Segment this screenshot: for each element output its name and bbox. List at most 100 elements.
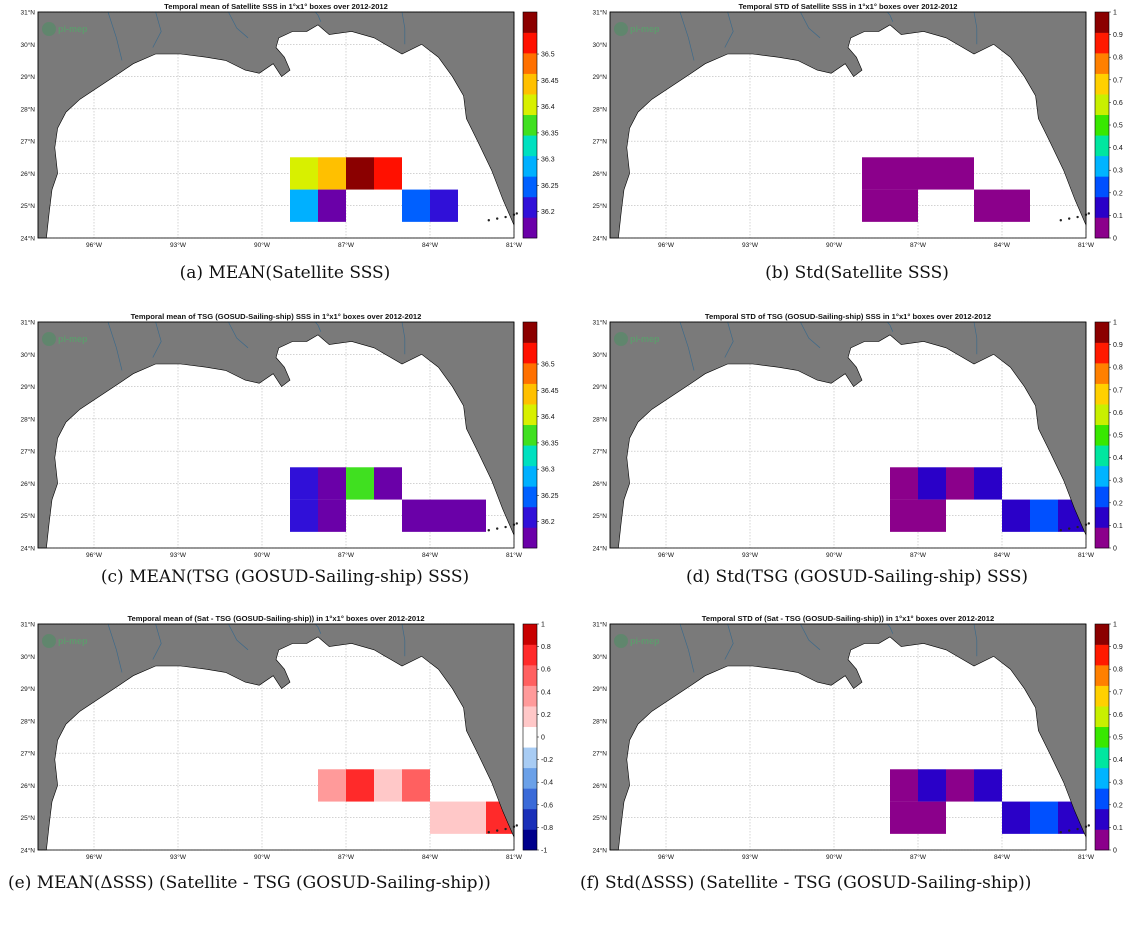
x-tick-label: 84°W bbox=[422, 853, 439, 861]
y-tick-label: 30°N bbox=[20, 41, 35, 49]
logo-globe-icon bbox=[614, 332, 628, 346]
colorbar-tick-label: 0.1 bbox=[1113, 825, 1123, 832]
data-cell bbox=[918, 769, 946, 802]
y-tick-label: 29°N bbox=[20, 73, 35, 81]
y-tick-label: 28°N bbox=[592, 415, 607, 423]
pimep-logo: pi-mep bbox=[42, 332, 88, 346]
pimep-logo: pi-mep bbox=[614, 22, 660, 36]
colorbar-tick-label: 36.35 bbox=[541, 130, 559, 137]
x-tick-label: 81°W bbox=[506, 853, 523, 861]
colorbar: 1 0.9 0.8 0.7 0.6 0.5 0.4 0.3 0.2 0.1 0 bbox=[1094, 320, 1123, 553]
colorbar: 36.5 36.45 36.4 36.35 36.3 36.25 36.2 bbox=[522, 321, 559, 549]
colorbar-segment bbox=[1095, 155, 1109, 177]
caption-d: (d) Std(TSG (GOSUD-Sailing-ship) SSS) bbox=[686, 567, 1028, 587]
colorbar-tick-label: 0.7 bbox=[1113, 387, 1123, 394]
colorbar-segment bbox=[523, 176, 537, 198]
river bbox=[314, 623, 322, 634]
map-frame bbox=[37, 11, 515, 239]
x-tick-label: 93°W bbox=[742, 551, 759, 559]
pimep-logo: pi-mep bbox=[42, 22, 88, 36]
y-tick-label: 29°N bbox=[592, 73, 607, 81]
river bbox=[800, 11, 821, 39]
colorbar-tick-label: 0.4 bbox=[1113, 757, 1123, 764]
river bbox=[679, 623, 695, 673]
data-cell bbox=[974, 467, 1002, 500]
data-cell bbox=[1002, 499, 1030, 532]
map-chart-svg: Temporal mean of Satellite SSS in 1°x1° … bbox=[20, 2, 559, 249]
colorbar-tick-label: 0.6 bbox=[1113, 100, 1123, 107]
y-tick-label: 28°N bbox=[20, 105, 35, 113]
y-tick-label: 26°N bbox=[592, 170, 607, 178]
rivers bbox=[107, 321, 406, 371]
colorbar-segment bbox=[1095, 506, 1109, 528]
logo-text: pi-mep bbox=[58, 334, 88, 344]
data-cells bbox=[890, 467, 1086, 532]
chart-title: Temporal mean of (Sat - TSG (GOSUD-Saili… bbox=[127, 614, 424, 623]
island bbox=[496, 217, 499, 220]
colorbar-segment bbox=[523, 527, 537, 549]
colorbar-tick-label: 0.7 bbox=[1113, 77, 1123, 84]
map-chart-svg: Temporal STD of TSG (GOSUD-Sailing-ship)… bbox=[592, 312, 1123, 559]
colorbar-tick-label: 36.4 bbox=[541, 104, 555, 111]
chart-title: Temporal STD of (Sat - TSG (GOSUD-Sailin… bbox=[702, 614, 994, 623]
data-cell bbox=[974, 769, 1002, 802]
data-cell bbox=[890, 801, 918, 834]
colorbar-segment bbox=[1095, 342, 1109, 364]
colorbar-segment bbox=[523, 322, 537, 343]
x-tick-label: 87°W bbox=[338, 551, 355, 559]
panel-f-std-delta-sss: Temporal STD of (Sat - TSG (GOSUD-Sailin… bbox=[572, 612, 1128, 862]
data-cell bbox=[1002, 189, 1030, 222]
data-cell bbox=[862, 189, 890, 222]
colorbar-tick-label: 36.45 bbox=[541, 388, 559, 395]
y-tick-label: 27°N bbox=[20, 138, 35, 146]
chart-title: Temporal mean of Satellite SSS in 1°x1° … bbox=[164, 2, 388, 11]
colorbar-segment bbox=[523, 363, 537, 384]
colorbar-segment bbox=[1095, 322, 1109, 343]
colorbar-segment bbox=[1095, 808, 1109, 830]
data-cell bbox=[374, 769, 402, 802]
panel-c-mean-tsg-sss: Temporal mean of TSG (GOSUD-Sailing-ship… bbox=[0, 310, 560, 560]
colorbar-segment bbox=[523, 342, 537, 364]
logo-text: pi-mep bbox=[58, 24, 88, 34]
colorbar-frame bbox=[522, 11, 538, 239]
river bbox=[886, 321, 894, 332]
y-tick-label: 27°N bbox=[20, 448, 35, 456]
colorbar-segment bbox=[1095, 196, 1109, 218]
data-cell bbox=[946, 157, 974, 190]
caption-f: (f) Std(ΔSSS) (Satellite - TSG (GOSUD-Sa… bbox=[580, 873, 1032, 893]
colorbar-tick-label: 0.2 bbox=[541, 712, 551, 719]
colorbar-segment bbox=[1095, 706, 1109, 728]
x-tick-label: 93°W bbox=[170, 241, 187, 249]
pimep-logo: pi-mep bbox=[614, 634, 660, 648]
map-frame bbox=[609, 623, 1087, 851]
logo-globe-icon bbox=[42, 332, 56, 346]
map-chart-svg: Temporal mean of (Sat - TSG (GOSUD-Saili… bbox=[20, 614, 553, 861]
colorbar-tick-label: 36.45 bbox=[541, 78, 559, 85]
data-cell bbox=[974, 189, 1002, 222]
river bbox=[152, 321, 162, 358]
colorbar-tick-label: -1 bbox=[541, 848, 547, 855]
colorbar-segment bbox=[1095, 685, 1109, 707]
colorbar-segment bbox=[1095, 217, 1109, 239]
colorbar-tick-label: 0.9 bbox=[1113, 342, 1123, 349]
river bbox=[800, 623, 821, 651]
data-cell bbox=[918, 467, 946, 500]
map-frame bbox=[609, 321, 1087, 549]
colorbar-tick-label: 0.4 bbox=[1113, 455, 1123, 462]
y-tick-label: 27°N bbox=[592, 138, 607, 146]
data-cell bbox=[318, 499, 346, 532]
land-mass bbox=[609, 11, 1087, 239]
x-tick-label: 84°W bbox=[422, 241, 439, 249]
y-tick-label: 27°N bbox=[20, 750, 35, 758]
colorbar-tick-label: 0.5 bbox=[1113, 433, 1123, 440]
colorbar-segment bbox=[1095, 363, 1109, 384]
y-tick-label: 25°N bbox=[20, 512, 35, 520]
colorbar-segment bbox=[1095, 829, 1109, 851]
x-tick-label: 90°W bbox=[826, 241, 843, 249]
x-tick-label: 87°W bbox=[338, 241, 355, 249]
colorbar-segment bbox=[1095, 726, 1109, 748]
colorbar-segment bbox=[523, 135, 537, 157]
island bbox=[1076, 827, 1079, 831]
river bbox=[401, 11, 406, 45]
y-tick-label: 31°N bbox=[592, 319, 607, 327]
